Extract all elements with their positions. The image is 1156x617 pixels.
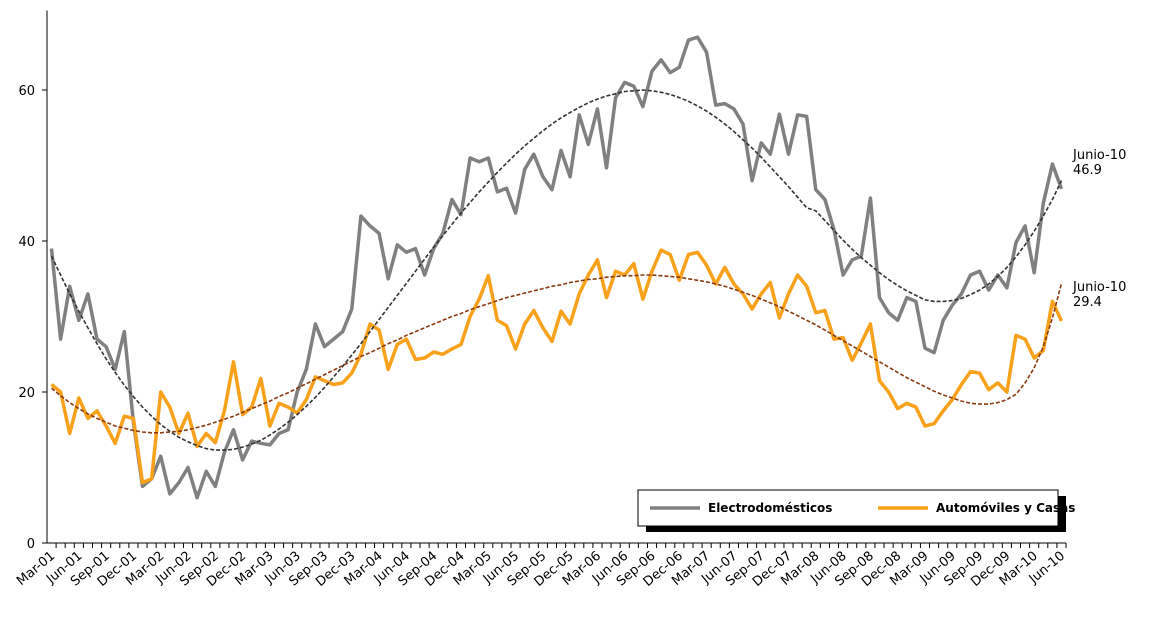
legend-label: Electrodomésticos [708, 501, 832, 515]
trend-line [50, 274, 1063, 434]
annotation-line: Junio-10 [1072, 280, 1126, 295]
y-tick-label: 60 [18, 84, 35, 99]
annotation: Junio-10 46.9 [1072, 148, 1126, 178]
y-tick-label: 0 [27, 537, 35, 552]
legend-box [637, 489, 1059, 527]
annotation-line: 46.9 [1073, 163, 1102, 178]
legend-label: Automóviles y Casas [936, 501, 1075, 515]
series-line [50, 248, 1064, 485]
annotation: Junio-10 29.4 [1072, 280, 1126, 310]
annotation-line: Junio-10 [1072, 148, 1126, 163]
y-tick-label: 40 [18, 235, 35, 250]
annotation-line: 29.4 [1073, 295, 1102, 310]
y-tick-label: 20 [18, 386, 35, 401]
trend-line [50, 89, 1063, 451]
series-line [49, 35, 1064, 500]
